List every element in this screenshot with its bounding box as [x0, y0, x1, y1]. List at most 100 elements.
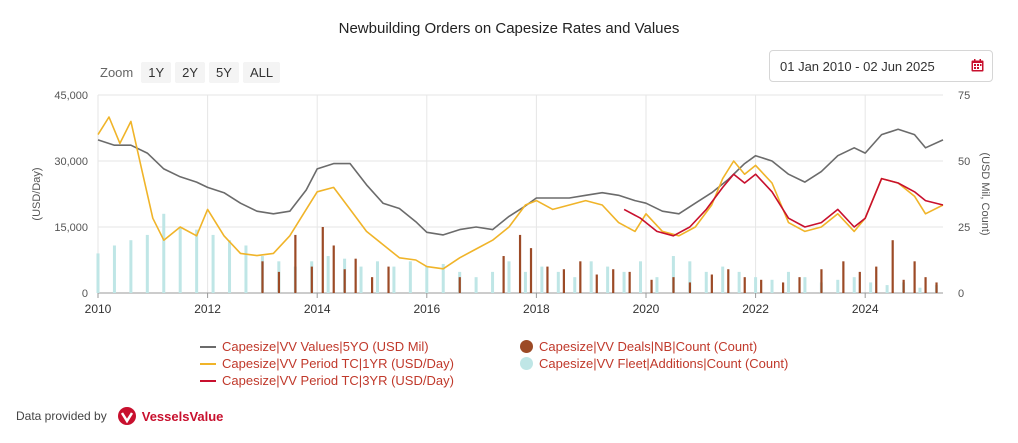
fleet-additions-bar [540, 266, 544, 293]
deals-nb-bar [354, 258, 357, 293]
fleet-additions-bar [425, 266, 429, 293]
deals-nb-bar [891, 240, 894, 293]
fleet-additions-bar [606, 266, 610, 293]
y-tick-label: 0 [82, 288, 88, 300]
deals-nb-bar [875, 266, 878, 293]
fleet-additions-bar [244, 245, 248, 293]
fleet-additions-bar [129, 240, 133, 293]
fleet-additions-bar [326, 256, 330, 293]
legend-item-tc3yr[interactable]: Capesize|VV Period TC|3YR (USD/Day) [200, 373, 454, 388]
deals-nb-bar [858, 271, 861, 293]
chart-title: Newbuilding Orders on Capesize Rates and… [338, 20, 680, 37]
fleet-additions-bar [918, 287, 922, 293]
fleet-additions-bar [770, 279, 774, 293]
fleet-additions-bar [392, 266, 396, 293]
fleet-additions-bar [96, 253, 100, 293]
fleet-additions-bar [754, 277, 758, 293]
zoom-label: Zoom [100, 65, 134, 80]
deals-nb-bar [595, 274, 598, 293]
deals-nb-bar [820, 269, 823, 293]
deals-nb-bar [760, 279, 763, 293]
deals-nb-bar [842, 261, 845, 293]
y2-tick-label: 50 [958, 156, 970, 168]
fleet-additions-bar [491, 271, 495, 293]
fleet-additions-bar [671, 256, 675, 293]
deals-nb-bar [332, 245, 335, 293]
fleet-additions-bar [786, 271, 790, 293]
deals-nb-bar [310, 266, 313, 293]
legend-line-icon [200, 362, 216, 365]
zoom-2y-button[interactable]: 2Y [175, 62, 206, 83]
legend-dot-icon [520, 340, 533, 353]
fleet-additions-bar [408, 261, 412, 293]
x-tick-label: 2022 [742, 302, 769, 316]
fleet-additions-bar [359, 266, 363, 293]
deals-nb-bar [628, 271, 631, 293]
deals-nb-bar [370, 277, 374, 293]
deals-nb-bar [743, 277, 746, 293]
fleet-additions-bar [556, 271, 560, 293]
deals-nb-bar [502, 256, 505, 293]
brand-logo[interactable]: VesselsValue [117, 406, 224, 426]
fleet-additions-bar [622, 271, 626, 293]
deals-nb-bar [529, 248, 533, 293]
deals-nb-bar [672, 277, 675, 293]
deals-nb-bar [321, 227, 324, 293]
legend-line-icon [200, 379, 216, 382]
legend-item-fleet[interactable]: Capesize|VV Fleet|Additions|Count (Count… [520, 356, 788, 371]
zoom-all-button[interactable]: ALL [242, 62, 281, 83]
date-range-picker[interactable]: 01 Jan 2010 - 02 Jun 2025 [769, 50, 993, 82]
legend-item-deals[interactable]: Capesize|VV Deals|NB|Count (Count) [520, 339, 757, 354]
x-tick-label: 2012 [194, 302, 221, 316]
fleet-additions-bar [721, 266, 725, 293]
x-tick-label: 2018 [523, 302, 550, 316]
data-provided-by-text: Data provided by [16, 409, 107, 423]
legend-dot-icon [520, 357, 533, 370]
fleet-additions-bar [195, 229, 199, 293]
legend-label: Capesize|VV Deals|NB|Count (Count) [539, 339, 758, 354]
calendar-icon[interactable] [971, 59, 984, 72]
fleet-additions-bar [228, 240, 232, 293]
x-tick-label: 2010 [85, 302, 112, 316]
zoom-1y-button[interactable]: 1Y [141, 62, 172, 83]
deals-nb-bar [650, 279, 653, 293]
deals-nb-bar [458, 277, 461, 293]
series-line-values [97, 128, 944, 236]
deals-nb-bar [913, 261, 916, 293]
brand-name: VesselsValue [141, 408, 224, 424]
fleet-additions-bar [803, 277, 807, 293]
y2-axis-title: (USD Mil, Count) [979, 152, 991, 235]
legend-item-tc1yr[interactable]: Capesize|VV Period TC|1YR (USD/Day) [200, 356, 454, 371]
fleet-additions-bar [178, 227, 182, 293]
fleet-additions-bar [145, 234, 149, 293]
legend-label: Capesize|VV Fleet|Additions|Count (Count… [539, 356, 789, 371]
fleet-additions-bar [162, 213, 166, 293]
vesselsvalue-logo-icon [117, 407, 136, 425]
deals-nb-bar [612, 269, 615, 293]
deals-nb-bar [546, 266, 549, 293]
fleet-additions-bar [474, 277, 478, 293]
deals-nb-bar [924, 277, 927, 293]
deals-nb-bar [387, 266, 390, 293]
deals-nb-bar [710, 274, 713, 293]
zoom-5y-button[interactable]: 5Y [209, 62, 239, 83]
legend-item-values[interactable]: Capesize|VV Values|5YO (USD Mil) [200, 339, 429, 354]
fleet-additions-bar [211, 234, 215, 293]
x-tick-label: 2016 [413, 302, 440, 316]
series-line-tc3yr [623, 173, 944, 237]
deals-nb-bar [781, 282, 785, 293]
y-tick-label: 30,000 [54, 156, 88, 168]
fleet-additions-bar [737, 271, 741, 293]
deals-nb-bar [343, 269, 346, 293]
legend-label: Capesize|VV Period TC|3YR (USD/Day) [222, 373, 454, 388]
deals-nb-bar [935, 282, 938, 293]
fleet-additions-bar [655, 277, 659, 293]
deals-nb-bar [277, 271, 281, 293]
fleet-additions-bar [441, 263, 445, 293]
deals-nb-bar [261, 261, 264, 293]
deals-nb-bar [688, 282, 692, 293]
deals-nb-bar [518, 234, 522, 293]
fleet-additions-bar [523, 271, 527, 293]
fleet-additions-bar [639, 261, 643, 293]
